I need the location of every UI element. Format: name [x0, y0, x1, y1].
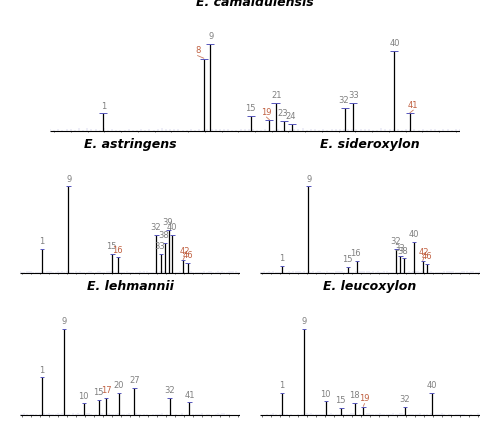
Text: 15: 15	[342, 255, 352, 264]
Text: 38: 38	[158, 231, 169, 240]
Text: 1: 1	[100, 101, 106, 111]
Text: 40: 40	[426, 381, 437, 390]
Text: 18: 18	[348, 391, 360, 400]
Text: 1: 1	[280, 381, 284, 390]
Text: 40: 40	[166, 223, 177, 232]
Text: 24: 24	[286, 112, 296, 121]
Text: 32: 32	[164, 386, 174, 396]
Text: 15: 15	[93, 388, 104, 397]
Text: 1: 1	[40, 237, 44, 246]
Text: 15: 15	[336, 396, 346, 405]
Text: 9: 9	[208, 32, 214, 41]
Text: 19: 19	[261, 108, 272, 117]
Text: 46: 46	[422, 252, 432, 261]
Text: E. lehmannii: E. lehmannii	[86, 280, 174, 293]
Text: 41: 41	[408, 101, 418, 110]
Text: E. camaldulensis: E. camaldulensis	[196, 0, 314, 8]
Text: 15: 15	[245, 104, 256, 113]
Text: 17: 17	[101, 385, 112, 395]
Text: 40: 40	[409, 230, 419, 239]
Text: 40: 40	[390, 39, 400, 48]
Text: 32: 32	[150, 223, 160, 232]
Text: 46: 46	[182, 251, 193, 260]
Text: 8: 8	[195, 46, 200, 55]
Text: 9: 9	[66, 175, 71, 184]
Text: 23: 23	[278, 109, 288, 117]
Text: 32: 32	[400, 395, 410, 404]
Text: 20: 20	[114, 381, 124, 390]
Text: 33: 33	[348, 91, 359, 100]
Text: 32: 32	[390, 237, 400, 246]
Text: 39: 39	[162, 218, 172, 227]
Text: 15: 15	[106, 242, 117, 251]
Text: 27: 27	[129, 376, 140, 385]
Text: 38: 38	[398, 247, 408, 255]
Text: 10: 10	[78, 392, 88, 401]
Text: E. astringens: E. astringens	[84, 138, 176, 151]
Text: 33: 33	[394, 244, 404, 253]
Text: 42: 42	[418, 248, 429, 257]
Text: 1: 1	[280, 255, 284, 263]
Text: 16: 16	[350, 249, 361, 258]
Text: 1: 1	[40, 366, 44, 375]
Text: 42: 42	[180, 247, 190, 256]
Text: 21: 21	[271, 91, 281, 100]
Text: 9: 9	[62, 317, 67, 326]
Text: 19: 19	[359, 394, 370, 403]
Text: 32: 32	[338, 97, 349, 105]
Text: 41: 41	[184, 391, 194, 400]
Text: 9: 9	[302, 317, 307, 326]
Text: 33: 33	[154, 242, 165, 251]
Text: 10: 10	[320, 390, 330, 399]
Text: E. sideroxylon: E. sideroxylon	[320, 138, 420, 151]
Text: E. leucoxylon: E. leucoxylon	[324, 280, 416, 293]
Text: 9: 9	[306, 175, 312, 184]
Text: 16: 16	[112, 246, 123, 255]
